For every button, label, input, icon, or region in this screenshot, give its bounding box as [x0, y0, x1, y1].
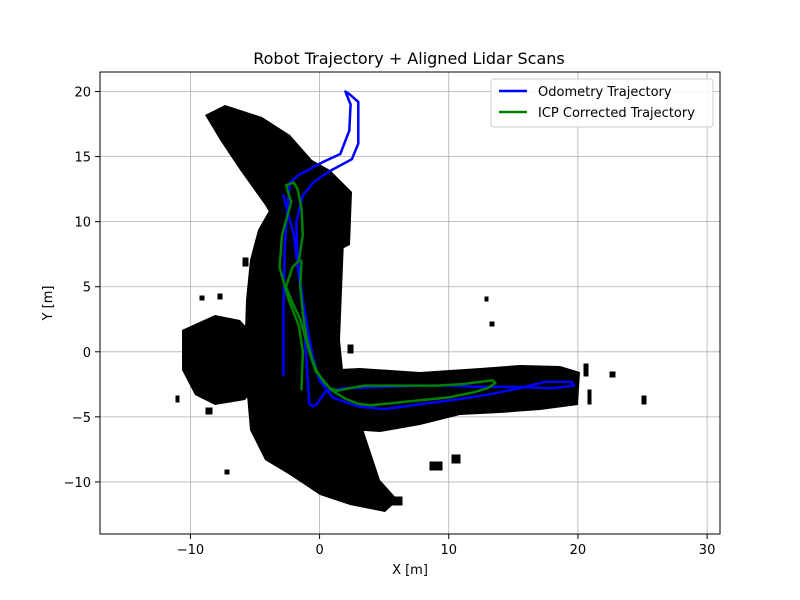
legend: Odometry Trajectory ICP Corrected Trajec… — [490, 78, 714, 128]
scan-dots — [224, 469, 230, 475]
x-tick-label: 10 — [440, 543, 457, 558]
scan-dots — [217, 293, 223, 300]
scan-dots — [336, 267, 341, 277]
x-tick-label: −10 — [177, 543, 204, 558]
x-axis-label: X [m] — [392, 563, 428, 578]
scan-dots — [484, 296, 489, 302]
scan-dots — [199, 295, 205, 301]
legend-box — [490, 78, 714, 128]
y-tick-label: −5 — [72, 411, 91, 426]
series — [278, 90, 576, 411]
series-line-icp — [278, 181, 497, 407]
y-tick-label: 0 — [83, 346, 91, 361]
scan-dots — [583, 363, 589, 377]
x-tick-label: 20 — [570, 543, 587, 558]
legend-label-icp: ICP Corrected Trajectory — [538, 106, 695, 121]
scan-clutter-left — [182, 315, 258, 405]
y-tick-label: −10 — [64, 476, 91, 491]
scan-dots — [641, 395, 647, 405]
y-tick-label: 15 — [74, 151, 91, 166]
legend-label-odometry: Odometry Trajectory — [538, 85, 672, 100]
scan-dots — [451, 454, 461, 464]
chart-title: Robot Trajectory + Aligned Lidar Scans — [253, 49, 565, 68]
x-tick-label: 30 — [699, 543, 716, 558]
ticks: −10 0 10 20 30 −10 −5 0 5 10 15 20 — [64, 86, 716, 558]
scan-dots — [429, 461, 443, 471]
x-tick-label: 0 — [315, 543, 323, 558]
series-line-odometry — [282, 90, 576, 411]
y-tick-label: 5 — [83, 281, 91, 296]
y-tick-label: 10 — [74, 216, 91, 231]
y-axis-label: Y [m] — [41, 286, 56, 322]
plot-frame — [99, 71, 721, 535]
scan-dots — [587, 389, 592, 405]
scan-dots — [205, 407, 213, 415]
scan-corridor-upper-shadow — [235, 116, 300, 190]
y-tick-label: 20 — [74, 86, 91, 101]
scan-dots — [609, 371, 616, 378]
scan-dots — [489, 321, 495, 327]
lidar-scans — [175, 105, 647, 512]
scan-dots — [347, 344, 354, 354]
scan-horizontal-arm — [320, 365, 580, 432]
scan-dots — [242, 257, 249, 267]
scan-dots — [379, 496, 403, 506]
scan-dots — [175, 395, 180, 403]
